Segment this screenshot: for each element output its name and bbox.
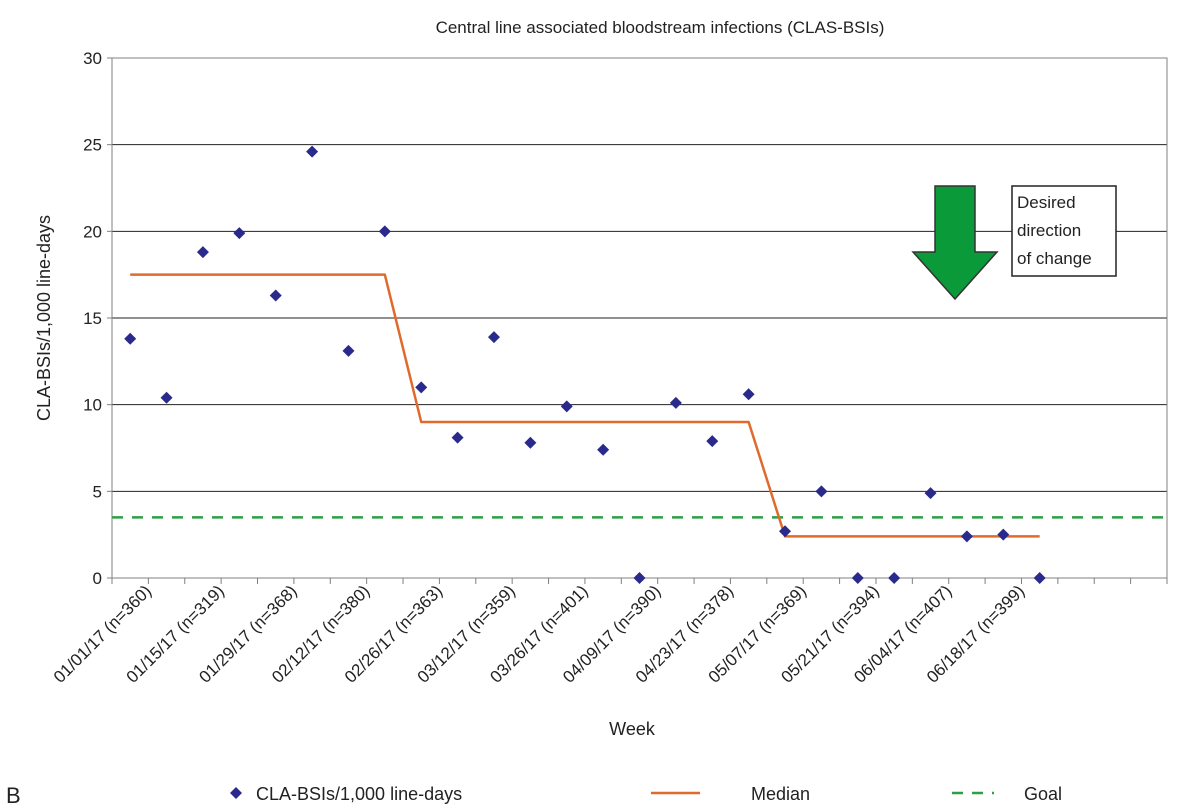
data-point-18 xyxy=(742,388,755,401)
data-point-1 xyxy=(124,332,137,345)
y-tick-label-25: 25 xyxy=(83,136,102,155)
data-point-3 xyxy=(196,246,209,259)
annotation-line-1: Desired xyxy=(1017,193,1076,212)
legend-diamond-icon xyxy=(230,787,242,799)
data-point-2 xyxy=(160,391,173,404)
legend: CLA-BSIs/1,000 line-days Median Goal xyxy=(230,784,1062,804)
annotation-line-2: direction xyxy=(1017,221,1081,240)
y-tick-label-30: 30 xyxy=(83,49,102,68)
data-point-17 xyxy=(706,435,719,448)
data-point-15 xyxy=(633,572,646,584)
legend-label-points: CLA-BSIs/1,000 line-days xyxy=(256,784,462,804)
y-tick-label-0: 0 xyxy=(93,569,102,588)
data-points xyxy=(124,145,1046,584)
data-point-16 xyxy=(669,396,682,409)
y-tick-label-15: 15 xyxy=(83,309,102,328)
x-axis-label: Week xyxy=(609,719,656,739)
data-point-11 xyxy=(487,331,500,344)
grid-lines xyxy=(112,144,1167,492)
y-tick-label-5: 5 xyxy=(93,482,102,501)
chart-title: Central line associated bloodstream infe… xyxy=(436,18,885,37)
data-point-7 xyxy=(342,344,355,357)
data-point-14 xyxy=(597,443,610,456)
y-axis-ticks: 0 5 10 15 20 25 30 xyxy=(83,49,112,588)
x-axis-ticks: 01/01/17 (n=360)01/15/17 (n=319)01/29/17… xyxy=(50,578,1168,687)
y-axis-label: CLA-BSIs/1,000 line-days xyxy=(34,215,54,421)
data-point-5 xyxy=(269,289,282,302)
desired-direction-annotation: Desired direction of change xyxy=(911,185,1117,301)
median-line xyxy=(130,273,1040,538)
data-point-23 xyxy=(924,487,937,500)
data-point-8 xyxy=(378,225,391,238)
median-line-path xyxy=(130,273,1040,538)
data-point-19 xyxy=(779,525,792,538)
down-arrow-icon xyxy=(911,185,999,301)
y-tick-label-20: 20 xyxy=(83,222,102,241)
data-point-12 xyxy=(524,436,537,449)
annotation-line-3: of change xyxy=(1017,249,1092,268)
data-point-22 xyxy=(888,572,901,584)
data-point-21 xyxy=(851,572,864,584)
data-point-4 xyxy=(233,227,246,240)
annotation-box xyxy=(1011,185,1117,277)
y-tick-label-10: 10 xyxy=(83,396,102,415)
legend-label-goal: Goal xyxy=(1024,784,1062,804)
panel-label: B xyxy=(6,783,21,808)
data-point-6 xyxy=(306,145,319,158)
data-point-20 xyxy=(815,485,828,498)
data-point-25 xyxy=(997,528,1010,541)
data-point-10 xyxy=(451,431,464,444)
legend-label-median: Median xyxy=(751,784,810,804)
data-point-24 xyxy=(960,530,973,543)
data-point-9 xyxy=(415,381,428,394)
data-point-26 xyxy=(1033,572,1046,584)
data-point-13 xyxy=(560,400,573,413)
